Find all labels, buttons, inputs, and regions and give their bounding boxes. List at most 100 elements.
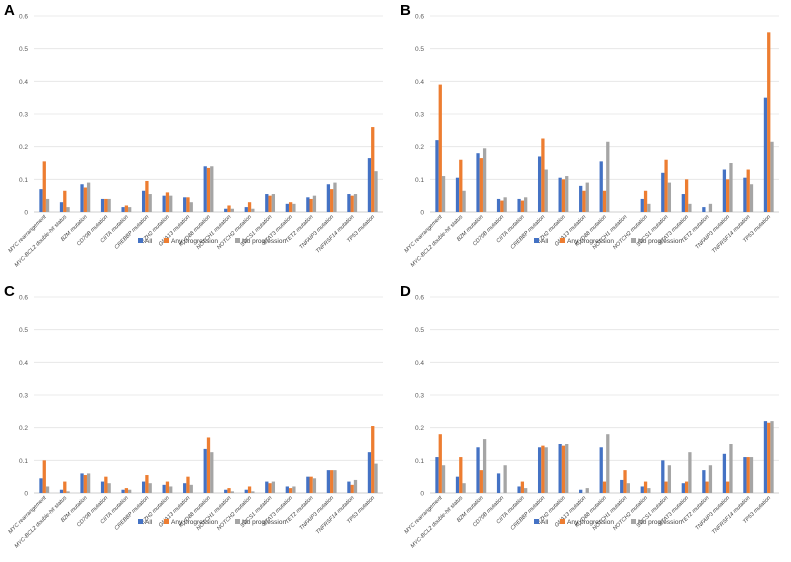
bar-all	[347, 481, 351, 493]
bar-all	[640, 486, 644, 493]
bar-any-progression	[479, 470, 483, 493]
y-tick-label: 0.2	[19, 425, 28, 432]
bar-no-progression	[749, 184, 754, 212]
y-tick-label: 0.2	[415, 144, 424, 151]
bar-no-progression	[251, 491, 255, 493]
legend-label: No progression	[242, 519, 286, 526]
legend-label: No progression	[638, 238, 682, 245]
bar-no-progression	[708, 465, 713, 493]
bar-any-progression	[42, 161, 46, 212]
y-tick-label: 0.1	[19, 458, 28, 465]
bar-all	[162, 484, 166, 493]
legend-swatch	[138, 238, 143, 243]
bar-any-progression	[247, 486, 252, 493]
legend-swatch	[534, 519, 539, 524]
bar-no-progression	[210, 452, 214, 493]
bar-no-progression	[626, 483, 630, 493]
legend-label: All	[145, 519, 153, 526]
bar-all	[496, 473, 501, 493]
bar-any-progression	[726, 481, 730, 493]
legend-swatch	[534, 238, 539, 243]
bar-all	[579, 489, 583, 493]
bar-any-progression	[350, 195, 354, 212]
bar-any-progression	[582, 190, 586, 212]
bar-all	[537, 447, 542, 493]
y-tick-label: 0	[420, 210, 424, 217]
bar-no-progression	[292, 203, 296, 212]
bar-no-progression	[606, 141, 610, 212]
panel-B: 0 0.1 0.2 0.3 0.4 0.5 0.6 MYC rearrangement MYC-…	[396, 0, 791, 281]
bar-any-progression	[371, 426, 375, 493]
legend-label: All	[541, 238, 549, 245]
panel-D: 0 0.1 0.2 0.3 0.4 0.5 0.6 MYC rearrangement MYC-…	[396, 281, 791, 562]
bar-no-progression	[86, 182, 91, 212]
bar-all	[517, 198, 521, 212]
bar-any-progression	[42, 460, 46, 493]
bar-any-progression	[124, 205, 129, 212]
bar-any-progression	[602, 190, 607, 212]
y-tick-label: 0.3	[19, 112, 28, 119]
bar-all	[80, 473, 84, 493]
bar-no-progression	[544, 169, 548, 212]
legend-label: Any progression	[171, 519, 218, 526]
bar-any-progression	[104, 476, 108, 493]
panel-C: 0 0.1 0.2 0.3 0.4 0.5 0.6 MYC rearrangement MYC-…	[0, 281, 395, 562]
bar-no-progression	[565, 444, 569, 493]
bar-all	[100, 198, 105, 212]
bar-no-progression	[647, 488, 651, 493]
bar-all	[702, 207, 706, 212]
bar-any-progression	[165, 192, 170, 212]
bar-no-progression	[667, 465, 672, 493]
bar-no-progression	[271, 481, 276, 493]
legend-swatch	[560, 238, 565, 243]
bar-no-progression	[312, 478, 317, 493]
bar-no-progression	[770, 141, 774, 212]
bar-all	[455, 177, 460, 212]
bar-any-progression	[186, 197, 190, 212]
bar-no-progression	[729, 444, 733, 493]
bar-any-progression	[561, 445, 566, 493]
bar-all	[722, 169, 727, 212]
bar-any-progression	[459, 457, 463, 493]
bar-any-progression	[438, 434, 442, 493]
bar-no-progression	[374, 171, 378, 212]
bar-no-progression	[482, 148, 487, 212]
bar-no-progression	[86, 473, 91, 493]
bar-all	[743, 177, 747, 212]
bar-any-progression	[63, 481, 67, 493]
bar-any-progression	[186, 476, 190, 493]
bar-no-progression	[251, 208, 255, 212]
bar-no-progression	[441, 465, 446, 493]
y-tick-label: 0	[420, 491, 424, 498]
bar-all	[203, 448, 207, 493]
bar-all	[681, 483, 685, 493]
bar-all	[743, 457, 747, 493]
bar-all	[244, 489, 248, 493]
x-tick-label: TNFRSF14 mutation	[315, 495, 356, 536]
bar-any-progression	[309, 198, 313, 212]
bar-any-progression	[165, 481, 170, 493]
bar-no-progression	[524, 197, 528, 212]
y-tick-label: 0.3	[19, 393, 28, 400]
bar-all	[537, 156, 542, 212]
bar-no-progression	[230, 208, 234, 212]
bar-any-progression	[206, 167, 211, 212]
y-tick-label: 0.6	[19, 295, 28, 302]
y-tick-label: 0.4	[19, 360, 28, 367]
bar-no-progression	[585, 182, 589, 212]
bar-all	[326, 470, 331, 493]
bar-all	[183, 483, 187, 493]
bar-all	[367, 452, 372, 493]
y-tick-label: 0.5	[19, 46, 28, 53]
y-tick-label: 0.1	[19, 177, 28, 184]
bar-all	[640, 198, 644, 212]
bar-no-progression	[585, 488, 589, 493]
legend-swatch	[164, 519, 169, 524]
bar-all	[347, 194, 351, 212]
bar-any-progression	[83, 475, 87, 493]
bar-all	[39, 189, 43, 212]
bar-any-progression	[767, 422, 771, 493]
